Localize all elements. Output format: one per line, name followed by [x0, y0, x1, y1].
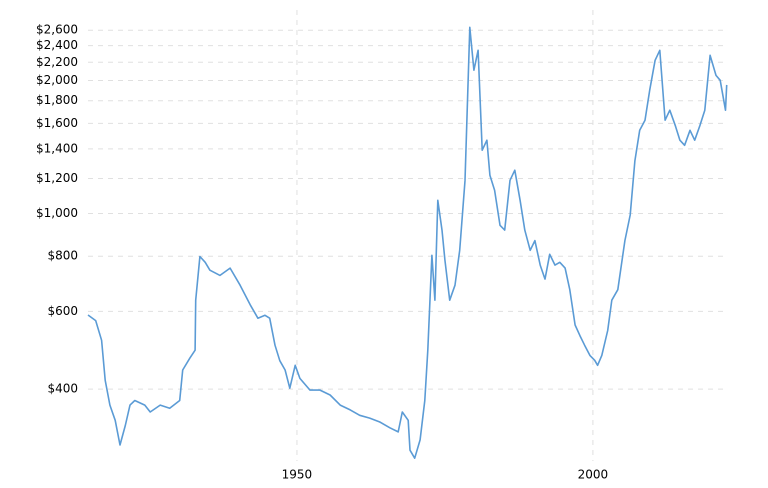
y-tick-label: $2,000 — [36, 73, 78, 87]
y-tick-label: $400 — [47, 382, 78, 396]
y-tick-label: $2,200 — [36, 55, 78, 69]
price-line — [87, 26, 728, 459]
x-tick-label: 1950 — [282, 468, 313, 482]
y-tick-label: $600 — [47, 304, 78, 318]
y-tick-label: $1,800 — [36, 93, 78, 107]
y-tick-label: $1,000 — [36, 206, 78, 220]
y-tick-label: $2,400 — [36, 38, 78, 52]
y-tick-label: $2,600 — [36, 23, 78, 37]
y-tick-label: $800 — [47, 249, 78, 263]
y-tick-label: $1,200 — [36, 171, 78, 185]
y-tick-label: $1,400 — [36, 141, 78, 155]
x-tick-label: 2000 — [578, 468, 609, 482]
y-tick-label: $1,600 — [36, 116, 78, 130]
